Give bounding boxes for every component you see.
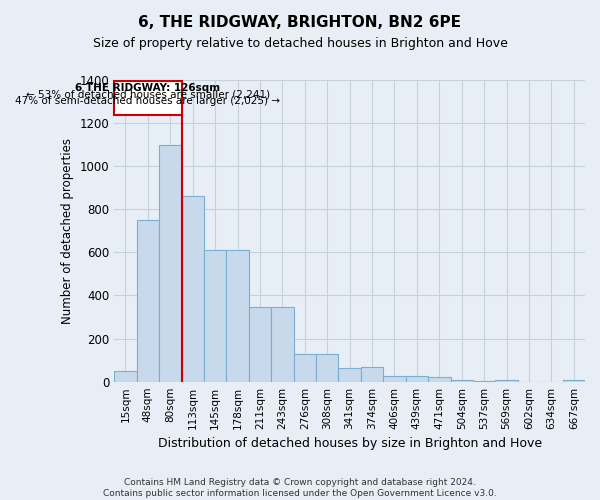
Text: ← 53% of detached houses are smaller (2,241): ← 53% of detached houses are smaller (2,… (26, 90, 270, 100)
Bar (428, 378, 451, 382)
Bar (159, 144, 182, 382)
Bar (182, 196, 204, 382)
Bar (406, 376, 428, 382)
Bar (451, 380, 473, 382)
Bar (361, 366, 383, 382)
Text: 47% of semi-detached houses are larger (2,025) →: 47% of semi-detached houses are larger (… (16, 96, 280, 106)
Bar (293, 354, 316, 382)
Bar (226, 250, 249, 382)
Bar (316, 354, 338, 382)
Bar (114, 371, 137, 382)
Bar (249, 308, 271, 382)
Bar (473, 380, 496, 382)
X-axis label: Distribution of detached houses by size in Brighton and Hove: Distribution of detached houses by size … (158, 437, 542, 450)
Bar (496, 380, 518, 382)
Bar (338, 368, 361, 382)
Bar (114, 81, 182, 115)
Y-axis label: Number of detached properties: Number of detached properties (61, 138, 74, 324)
Text: 6 THE RIDGWAY: 126sqm: 6 THE RIDGWAY: 126sqm (76, 83, 220, 93)
Bar (137, 220, 159, 382)
Bar (204, 250, 226, 382)
Text: Contains HM Land Registry data © Crown copyright and database right 2024.
Contai: Contains HM Land Registry data © Crown c… (103, 478, 497, 498)
Text: Size of property relative to detached houses in Brighton and Hove: Size of property relative to detached ho… (92, 38, 508, 51)
Text: 6, THE RIDGWAY, BRIGHTON, BN2 6PE: 6, THE RIDGWAY, BRIGHTON, BN2 6PE (139, 15, 461, 30)
Bar (271, 308, 293, 382)
Bar (383, 376, 406, 382)
Bar (563, 380, 585, 382)
